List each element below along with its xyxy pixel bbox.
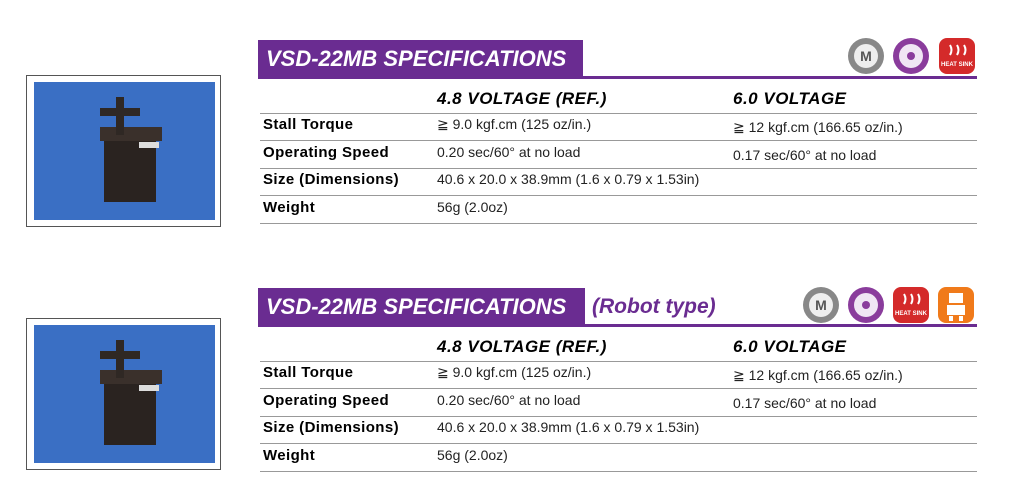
- spec-label: Size (Dimensions): [263, 171, 399, 189]
- title-rule: [258, 324, 977, 327]
- section-subtitle: (Robot type): [592, 295, 716, 318]
- spec-value: 0.17 sec/60° at no load: [733, 146, 877, 163]
- icon-label: HEAT SINK: [941, 62, 974, 68]
- row-divider: [260, 415, 977, 417]
- row-divider: [260, 140, 977, 141]
- row-divider: [260, 167, 977, 169]
- section-title: VSD-22MB SPECIFICATIONS: [258, 288, 585, 325]
- section-title: VSD-22MB SPECIFICATIONS: [258, 40, 583, 77]
- column-header: 6.0 VOLTAGE: [733, 89, 847, 108]
- feature-icons: M HEAT SINK: [848, 38, 975, 74]
- feature-icons: M HEAT SINK: [803, 287, 974, 323]
- spec-value: 40.6 x 20.0 x 38.9mm (1.6 x 0.79 x 1.53i…: [437, 171, 700, 188]
- spec-value: ≧ 12 kgf.cm (166.65 oz/in.): [733, 119, 903, 135]
- row-divider: [260, 361, 977, 362]
- row-divider: [260, 470, 977, 472]
- spec-value: 56g (2.0oz): [437, 446, 508, 463]
- spec-label: Operating Speed: [263, 143, 390, 161]
- row-divider: [260, 195, 977, 197]
- spec-label: Stall Torque: [263, 364, 354, 381]
- icon-label: M: [815, 297, 827, 313]
- spec-label: Stall Torque: [263, 116, 354, 133]
- row-divider: [260, 443, 977, 445]
- row-divider: [260, 388, 977, 389]
- spec-value: 0.20 sec/60° at no load: [437, 143, 581, 160]
- spec-value: ≧ 12 kgf.cm (166.65 oz/in.): [733, 367, 903, 383]
- spec-label: Weight: [263, 198, 316, 216]
- icon-label: HEAT SINK: [895, 311, 928, 317]
- spec-label: Size (Dimensions): [263, 419, 399, 437]
- spec-label: Operating Speed: [263, 391, 390, 409]
- column-header: 6.0 VOLTAGE: [733, 337, 847, 356]
- spec-value: 0.17 sec/60° at no load: [733, 394, 877, 411]
- spec-value: ≧ 9.0 kgf.cm (125 oz/in.): [437, 364, 592, 380]
- column-header: 4.8 VOLTAGE (REF.): [437, 337, 607, 356]
- row-divider: [260, 222, 977, 224]
- row-divider: [260, 113, 977, 114]
- spec-value: 56g (2.0oz): [437, 198, 508, 215]
- title-rule: [258, 76, 977, 79]
- product-photo: [26, 318, 221, 470]
- icon-label: M: [860, 48, 872, 64]
- spec-value: 40.6 x 20.0 x 38.9mm (1.6 x 0.79 x 1.53i…: [437, 419, 700, 436]
- spec-label: Weight: [263, 446, 316, 464]
- spec-value: 0.20 sec/60° at no load: [437, 391, 581, 408]
- column-header: 4.8 VOLTAGE (REF.): [437, 89, 607, 108]
- spec-value: ≧ 9.0 kgf.cm (125 oz/in.): [437, 116, 592, 132]
- product-photo: [26, 75, 221, 227]
